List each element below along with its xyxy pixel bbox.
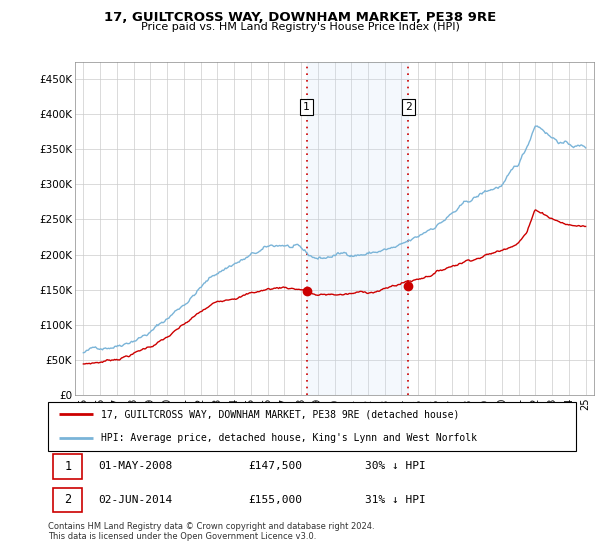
Text: 01-MAY-2008: 01-MAY-2008	[98, 461, 172, 472]
Text: 02-JUN-2014: 02-JUN-2014	[98, 495, 172, 505]
Bar	[53, 488, 82, 512]
Text: 31% ↓ HPI: 31% ↓ HPI	[365, 495, 425, 505]
Text: £155,000: £155,000	[248, 495, 302, 505]
Text: 1: 1	[303, 102, 310, 112]
Bar	[307, 62, 409, 395]
Text: Price paid vs. HM Land Registry's House Price Index (HPI): Price paid vs. HM Land Registry's House …	[140, 22, 460, 32]
Text: 30% ↓ HPI: 30% ↓ HPI	[365, 461, 425, 472]
Text: HPI: Average price, detached house, King's Lynn and West Norfolk: HPI: Average price, detached house, King…	[101, 433, 477, 443]
Text: 2: 2	[405, 102, 412, 112]
Text: £147,500: £147,500	[248, 461, 302, 472]
Text: 2: 2	[64, 493, 71, 506]
Text: 17, GUILTCROSS WAY, DOWNHAM MARKET, PE38 9RE: 17, GUILTCROSS WAY, DOWNHAM MARKET, PE38…	[104, 11, 496, 24]
Text: Contains HM Land Registry data © Crown copyright and database right 2024.
This d: Contains HM Land Registry data © Crown c…	[48, 522, 374, 542]
Text: 1: 1	[64, 460, 71, 473]
Text: 17, GUILTCROSS WAY, DOWNHAM MARKET, PE38 9RE (detached house): 17, GUILTCROSS WAY, DOWNHAM MARKET, PE38…	[101, 409, 459, 419]
Bar	[53, 454, 82, 479]
